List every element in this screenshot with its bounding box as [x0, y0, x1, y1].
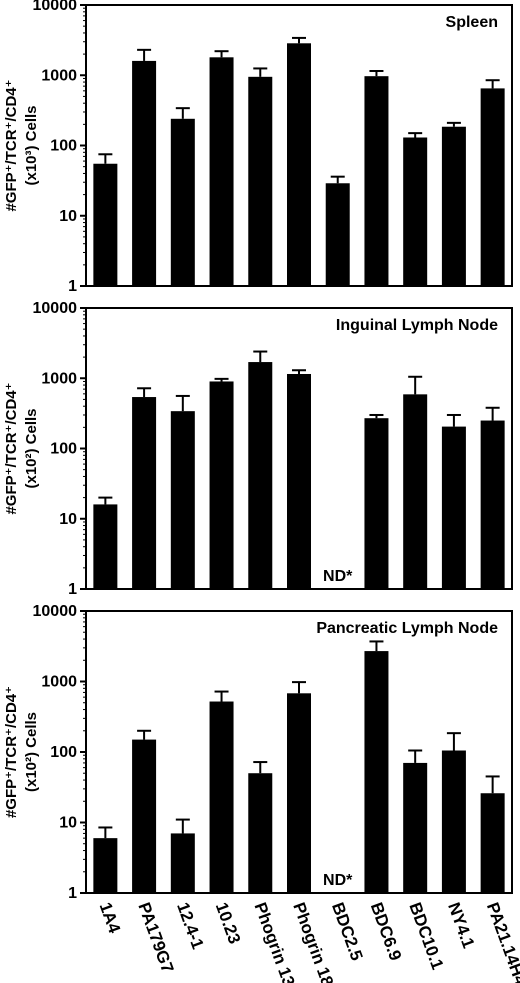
bar-ny4-1 [441, 426, 466, 589]
bar-bdc10-1 [403, 762, 428, 893]
bar-pa179g7 [132, 397, 157, 589]
bar-1a4 [93, 838, 118, 893]
bar-1a4 [93, 163, 118, 286]
bar-12-4-1 [170, 118, 195, 286]
x-category-label: 12.4-1 [173, 900, 207, 952]
y-tick-label: 100 [50, 138, 77, 155]
y-tick-label: 10 [59, 511, 77, 528]
bar-pa21-14h4 [480, 420, 505, 589]
y-tick-label: 10 [59, 815, 77, 832]
y-tick-label: 1 [68, 581, 77, 598]
bar-pa179g7 [132, 739, 157, 893]
bar-pa21-14h4 [480, 88, 505, 286]
bar-10-23 [209, 701, 234, 893]
x-category-label: BDC10.1 [405, 900, 447, 972]
y-axis-label-line2: (x10²) Cells [23, 712, 40, 792]
bar-pa21-14h4 [480, 793, 505, 893]
y-axis-label-line1: #GFP⁺/TCR⁺/CD4⁺ [3, 382, 20, 514]
y-tick-label: 100 [50, 744, 77, 761]
x-category-label: 1A4 [96, 900, 125, 936]
y-tick-label: 1 [68, 278, 77, 295]
chart-panel-3: 1 10 100 1000 10000 Pancreatic Lymph Node #GFP… [3, 603, 520, 983]
chart-panel-1: 1 10 100 1000 10000 Spleen #GFP⁺/TCR⁺/CD4⁺ (x10… [3, 0, 513, 295]
x-category-label: 10.23 [212, 900, 244, 946]
y-tick-label: 1 [68, 885, 77, 902]
bar-ny4-1 [441, 126, 466, 286]
bar-bdc6-9 [364, 418, 389, 589]
y-tick-label: 10 [59, 208, 77, 225]
y-axis-label-line1: #GFP⁺/TCR⁺/CD4⁺ [3, 79, 20, 211]
bar-12-4-1 [170, 411, 195, 589]
bar-bdc10-1 [403, 137, 428, 286]
x-category-label: PA21.14H4 [483, 900, 520, 983]
y-tick-label: 10000 [33, 300, 78, 317]
bar-phogrin-18 [287, 693, 311, 893]
bar-phogrin-18 [287, 373, 311, 589]
bar-phogrin-13 [248, 362, 273, 589]
bar-10-23 [209, 381, 234, 589]
y-tick-label: 1000 [41, 67, 77, 84]
bar-12-4-1 [170, 833, 195, 893]
chart-panel-2: 1 10 100 1000 10000 Inguinal Lymph Node #GFP⁺/… [3, 300, 513, 598]
x-category-label: NY4.1 [444, 900, 478, 951]
x-category-label: BDC6.9 [367, 900, 406, 963]
not-determined-label: ND* [323, 872, 353, 889]
y-tick-label: 10000 [33, 0, 78, 14]
bar-phogrin-18 [287, 43, 311, 286]
panel-title: Pancreatic Lymph Node [316, 620, 498, 637]
bar-phogrin-13 [248, 76, 273, 287]
y-axis-label-line2: (x10²) Cells [23, 408, 40, 488]
y-tick-label: 1000 [41, 674, 77, 691]
bar-1a4 [93, 504, 118, 589]
bar-10-23 [209, 57, 234, 286]
x-category-label: Phogrin 13 [251, 900, 299, 983]
bar-ny4-1 [441, 750, 466, 893]
panel-title: Inguinal Lymph Node [336, 317, 498, 334]
y-axis-label-line2: (x10³) Cells [23, 105, 40, 185]
bar-pa179g7 [132, 60, 157, 287]
bar-phogrin-13 [248, 773, 273, 893]
y-tick-label: 1000 [41, 370, 77, 387]
not-determined-label: ND* [323, 568, 353, 585]
x-category-label: Phogrin 18 [289, 900, 337, 983]
x-category-label: BDC2.5 [328, 900, 367, 963]
y-tick-label: 100 [50, 441, 77, 458]
panel-title: Spleen [446, 14, 498, 31]
y-axis-label-line1: #GFP⁺/TCR⁺/CD4⁺ [3, 686, 20, 818]
bar-bdc10-1 [403, 394, 428, 589]
bar-bdc2-5 [325, 183, 350, 286]
y-tick-label: 10000 [33, 603, 78, 620]
bar-bdc6-9 [364, 651, 389, 893]
bar-bdc6-9 [364, 76, 389, 286]
x-category-label: PA179G7 [134, 900, 177, 975]
